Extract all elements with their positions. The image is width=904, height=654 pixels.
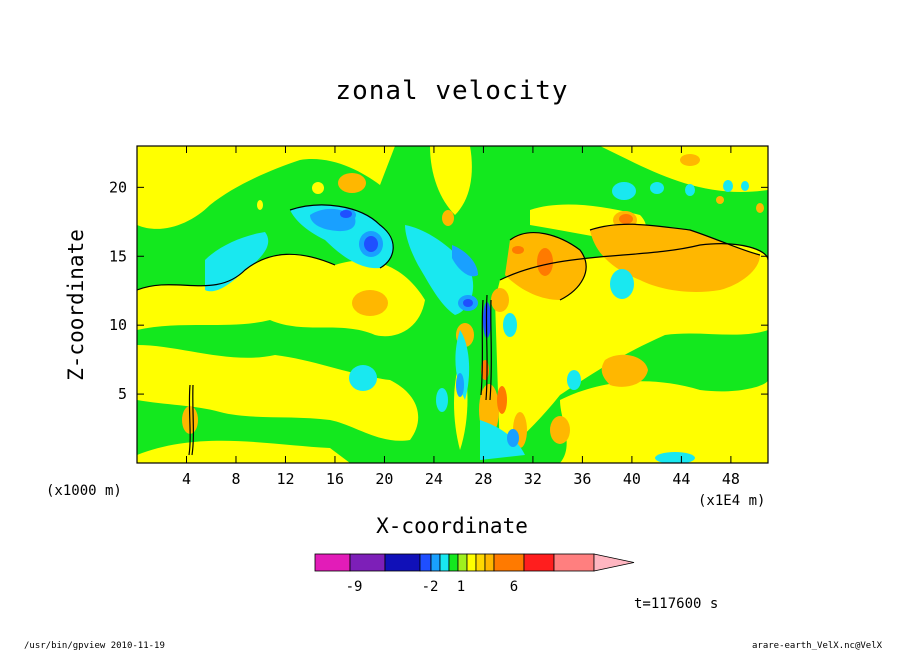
colorbar-tick-label: -2 [422, 579, 439, 595]
colorbar-segment [553, 553, 595, 572]
positive-strong-regions [481, 214, 633, 414]
time-annotation: t=117600 s [634, 596, 719, 612]
x-unit-label: (x1E4 m) [698, 493, 766, 509]
x-tick-label: 40 [623, 470, 641, 488]
x-tick-label: 28 [474, 470, 492, 488]
colorbar-segment [493, 553, 525, 572]
colorbar-segment [439, 553, 450, 572]
x-axis-label: X-coordinate [376, 514, 528, 538]
plot-frame [136, 145, 769, 464]
colorbar [314, 553, 635, 572]
x-tick-label: 20 [375, 470, 393, 488]
x-tick-label: 12 [276, 470, 294, 488]
footer-program-info: /usr/bin/gpview 2010-11-19 [24, 641, 165, 651]
footer-file-info: arare-earth_VelX.nc@VelX [752, 641, 883, 651]
x-tick-labels: 4 8 12 16 20 24 28 32 36 40 44 48 [182, 470, 740, 488]
x-tick-label: 44 [672, 470, 690, 488]
x-tick-label: 36 [573, 470, 591, 488]
colorbar-segment [484, 553, 495, 572]
y-tick-label: 15 [109, 247, 127, 265]
colorbar-tick-label: 6 [510, 579, 518, 595]
colorbar-segment [466, 553, 477, 572]
y-unit-label: (x1000 m) [46, 483, 122, 499]
small-eddies [257, 180, 764, 244]
colorbar-segment [349, 553, 386, 572]
y-tick-labels: 5 10 15 20 [109, 178, 127, 403]
colorbar-segment [457, 553, 468, 572]
colorbar-segment [419, 553, 432, 572]
chart-title: zonal velocity [335, 76, 569, 106]
x-tick-label: 4 [182, 470, 191, 488]
colorbar-extension-arrow [593, 553, 635, 572]
y-axis-label: Z-coordinate [64, 229, 88, 381]
colorbar-segment [475, 553, 486, 572]
contour-lines [137, 204, 768, 456]
colorbar-segment [314, 553, 351, 572]
axis-ticks [137, 146, 768, 463]
colorbar-segment [448, 553, 459, 572]
colorbar-segment [523, 553, 555, 572]
colorbar-tick-label: 1 [457, 579, 465, 595]
colorbar-tick-label: -9 [346, 579, 363, 595]
colorbar-tick-labels: -9 -2 1 6 [346, 579, 519, 595]
x-tick-label: 48 [722, 470, 740, 488]
colorbar-segment [430, 553, 441, 572]
positive-mid-regions [182, 154, 760, 448]
y-tick-label: 5 [118, 385, 127, 403]
contour-field [137, 146, 768, 463]
y-tick-label: 10 [109, 316, 127, 334]
colorbar-segment [384, 553, 421, 572]
x-tick-label: 24 [425, 470, 443, 488]
x-tick-label: 8 [231, 470, 240, 488]
y-tick-label: 20 [109, 178, 127, 196]
x-tick-label: 16 [326, 470, 344, 488]
x-tick-label: 32 [524, 470, 542, 488]
